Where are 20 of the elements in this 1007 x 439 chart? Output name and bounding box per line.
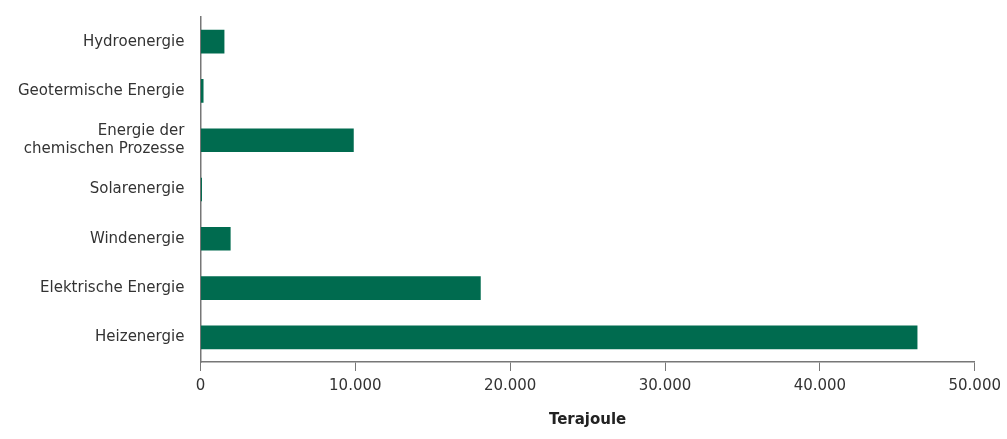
y-tick-label: Hydroenergie	[82, 31, 185, 50]
bar	[200, 29, 225, 54]
y-tick-label: Geotermische Energie	[18, 80, 185, 99]
x-tick-label: 10.000	[329, 375, 382, 394]
bar	[200, 325, 918, 350]
x-tick-label: 20.000	[483, 375, 537, 394]
y-tick-label: Solarenergie	[89, 179, 185, 198]
x-tick-label: 40.000	[793, 375, 847, 394]
y-tick-label: Energie der chemischen Prozesse	[23, 121, 186, 158]
bar	[200, 276, 481, 300]
bar	[200, 226, 231, 251]
y-tick-label: Windenergie	[89, 228, 185, 247]
y-tick-label: Elektrische Energie	[40, 277, 185, 296]
x-tick-label: 50.000	[948, 375, 1002, 394]
bar	[200, 79, 204, 103]
x-tick-label: 30.000	[638, 375, 692, 394]
x-tick-label: 0	[195, 375, 206, 394]
x-axis-title: Terajoule	[548, 409, 627, 428]
bar	[200, 128, 354, 153]
y-tick-label: Heizenergie	[95, 327, 185, 346]
